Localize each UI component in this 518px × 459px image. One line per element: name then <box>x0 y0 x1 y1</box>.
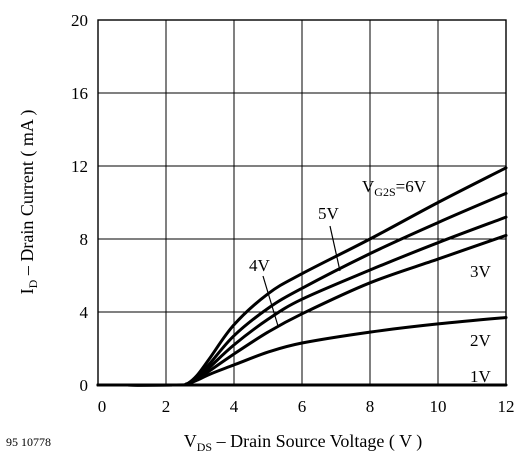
y-tick-label-0: 0 <box>80 376 89 395</box>
leader-line-4V <box>262 275 279 327</box>
x-tick-label-2: 2 <box>162 397 171 416</box>
curve-vg2s-6V <box>96 166 508 387</box>
x-axis-title: VDS – Drain Source Voltage ( V ) <box>184 431 422 454</box>
curves <box>96 166 508 387</box>
x-tick-label-0: 0 <box>98 397 107 416</box>
x-tick-label-10: 10 <box>430 397 447 416</box>
figure-id: 95 10778 <box>6 435 51 449</box>
leader-line-5V <box>329 225 341 272</box>
curve-label-4V: 4V <box>249 256 271 275</box>
y-tick-label-12: 12 <box>71 157 88 176</box>
x-tick-label-12: 12 <box>498 397 515 416</box>
y-axis-title: ID – Drain Current ( mA ) <box>17 110 40 295</box>
curve-label-3V: 3V <box>470 262 492 281</box>
y-tick-labels: 0 4 8 12 16 20 <box>71 11 89 395</box>
x-tick-label-6: 6 <box>298 397 307 416</box>
y-tick-label-8: 8 <box>80 230 89 249</box>
x-tick-label-4: 4 <box>230 397 239 416</box>
curve-labels: 1V 2V 3V 4V 5V VG2S=6V <box>249 177 492 386</box>
curve-label-1V: 1V <box>470 367 492 386</box>
y-tick-label-20: 20 <box>71 11 88 30</box>
y-tick-label-4: 4 <box>80 303 89 322</box>
curve-label-5V: 5V <box>318 204 340 223</box>
x-tick-labels: 0 2 4 6 8 10 12 <box>98 397 515 416</box>
y-tick-label-16: 16 <box>71 84 88 103</box>
curve-label-2V: 2V <box>470 331 492 350</box>
grid-lines <box>97 19 507 386</box>
x-tick-label-8: 8 <box>366 397 375 416</box>
curve-label-6V: VG2S=6V <box>362 177 427 199</box>
